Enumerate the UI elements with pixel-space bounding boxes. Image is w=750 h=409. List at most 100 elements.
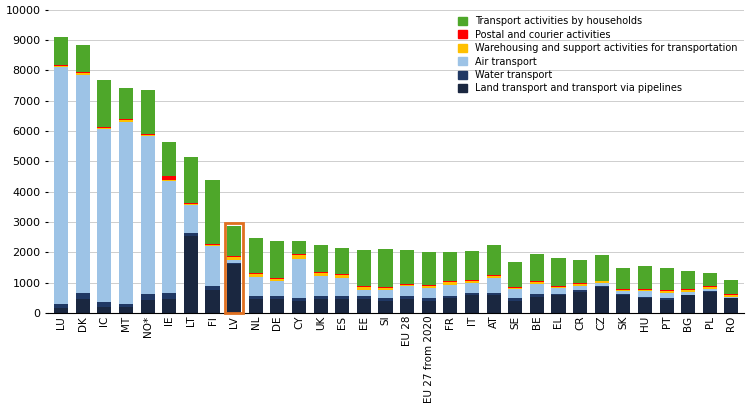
Bar	[724, 295, 739, 297]
Bar	[76, 293, 90, 299]
Bar	[724, 299, 739, 313]
Bar	[141, 294, 154, 300]
Bar	[162, 180, 176, 181]
Bar	[141, 136, 154, 294]
Bar	[292, 254, 306, 255]
Bar	[443, 285, 458, 296]
Bar	[54, 304, 68, 308]
Bar	[551, 294, 566, 295]
Bar	[270, 279, 284, 281]
Bar	[659, 293, 674, 299]
Bar	[551, 295, 566, 313]
Bar	[595, 283, 609, 286]
Bar	[206, 286, 220, 290]
Bar	[76, 73, 90, 75]
Bar	[379, 299, 392, 301]
Bar	[509, 301, 522, 313]
Bar	[659, 290, 674, 291]
Bar	[206, 290, 220, 313]
Bar	[616, 267, 631, 289]
Bar	[443, 296, 458, 299]
Bar	[184, 236, 198, 313]
Bar	[162, 176, 176, 180]
Bar	[509, 298, 522, 301]
Bar	[357, 250, 371, 286]
Bar	[573, 292, 587, 313]
Bar	[249, 299, 262, 313]
Bar	[659, 299, 674, 300]
Bar	[400, 299, 414, 313]
Bar	[530, 282, 544, 284]
Bar	[249, 238, 262, 273]
Bar	[638, 297, 652, 299]
Bar	[616, 294, 631, 295]
Bar	[509, 262, 522, 287]
Bar	[703, 292, 717, 313]
Bar	[292, 301, 306, 313]
Bar	[443, 299, 458, 313]
Bar	[443, 282, 458, 285]
Bar	[703, 287, 717, 289]
Bar	[314, 273, 328, 276]
Bar	[487, 275, 501, 276]
Bar	[530, 297, 544, 313]
Bar	[141, 90, 154, 134]
Bar	[227, 256, 242, 257]
Bar	[422, 285, 436, 286]
Bar	[54, 38, 68, 65]
Bar	[422, 301, 436, 313]
Bar	[573, 260, 587, 283]
Bar	[573, 286, 587, 290]
Bar	[659, 291, 674, 293]
Bar	[119, 307, 133, 313]
Bar	[119, 304, 133, 307]
Bar	[422, 286, 436, 288]
Bar	[530, 294, 544, 297]
Bar	[162, 181, 176, 293]
Bar	[249, 276, 262, 297]
Bar	[270, 281, 284, 297]
Bar	[724, 280, 739, 294]
Bar	[335, 274, 350, 275]
Bar	[314, 245, 328, 272]
Bar	[227, 260, 242, 263]
Bar	[465, 295, 479, 313]
Bar	[487, 276, 501, 279]
Bar	[227, 226, 242, 256]
Bar	[465, 281, 479, 283]
Bar	[292, 241, 306, 254]
Bar	[638, 292, 652, 297]
Bar	[616, 295, 631, 313]
Bar	[379, 287, 392, 288]
Bar	[703, 289, 717, 292]
Bar	[141, 300, 154, 313]
Bar	[184, 157, 198, 203]
Bar	[292, 255, 306, 259]
Bar	[335, 248, 350, 274]
Bar	[227, 257, 242, 260]
Bar	[465, 280, 479, 281]
Bar	[292, 259, 306, 299]
Bar	[98, 127, 112, 128]
Bar	[119, 120, 133, 122]
Bar	[681, 295, 695, 313]
Bar	[681, 292, 695, 294]
Bar	[270, 297, 284, 299]
Bar	[54, 66, 68, 67]
Bar	[162, 293, 176, 299]
Bar	[379, 290, 392, 299]
Bar	[487, 295, 501, 313]
Bar	[54, 308, 68, 313]
Bar	[638, 290, 652, 292]
Bar	[530, 281, 544, 282]
Bar	[379, 249, 392, 287]
Bar	[703, 286, 717, 287]
Bar	[227, 263, 242, 265]
Bar	[162, 142, 176, 176]
Bar	[400, 285, 414, 286]
Bar	[724, 294, 739, 295]
Bar	[379, 301, 392, 313]
Bar	[119, 122, 133, 304]
Bar	[76, 45, 90, 72]
Bar	[119, 119, 133, 120]
